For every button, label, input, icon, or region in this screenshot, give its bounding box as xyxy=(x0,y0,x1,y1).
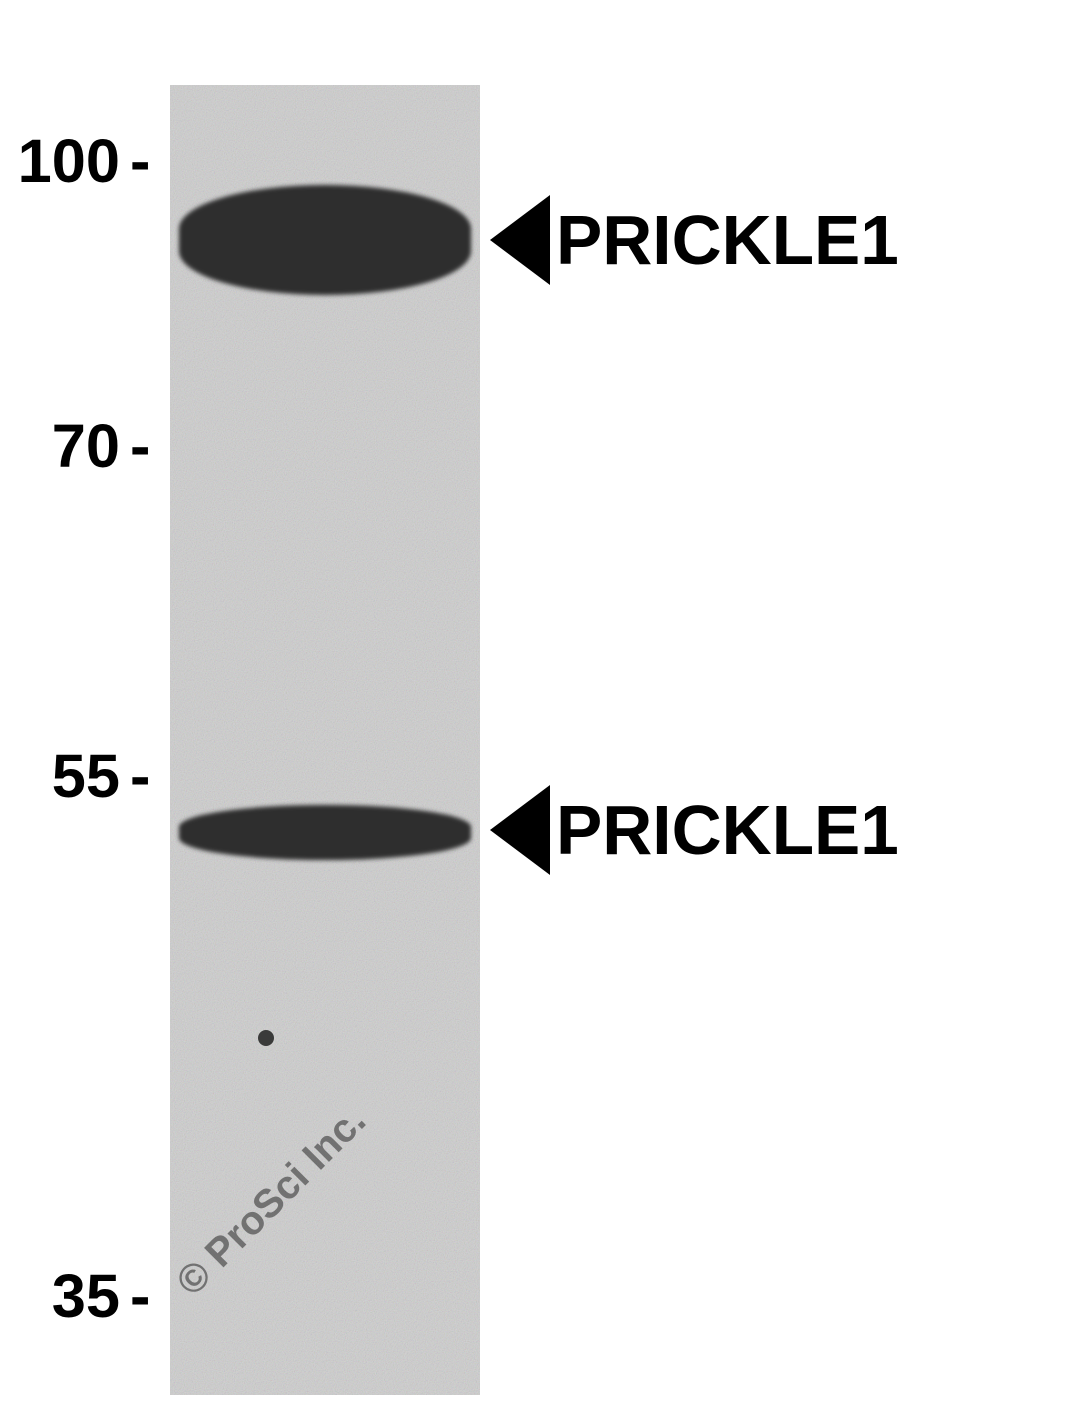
mw-marker-label: 35 xyxy=(0,1260,120,1331)
blot-lane: © ProSci Inc. xyxy=(170,85,480,1395)
band-upper xyxy=(179,185,470,295)
mw-marker-label: 70 xyxy=(0,410,120,481)
band-label-text: PRICKLE1 xyxy=(556,200,899,280)
band-arrow-label: PRICKLE1 xyxy=(490,785,899,875)
arrow-left-icon xyxy=(490,195,550,285)
band-arrow-label: PRICKLE1 xyxy=(490,195,899,285)
mw-marker-tick: - xyxy=(130,410,150,481)
mw-marker-tick: - xyxy=(130,125,150,196)
mw-marker-label: 100 xyxy=(0,125,120,196)
speck-dot xyxy=(258,1030,274,1046)
mw-marker-tick: - xyxy=(130,740,150,811)
band-lower xyxy=(179,805,470,860)
arrow-left-icon xyxy=(490,785,550,875)
band-label-text: PRICKLE1 xyxy=(556,790,899,870)
mw-marker-label: 55 xyxy=(0,740,120,811)
mw-marker-tick: - xyxy=(130,1260,150,1331)
